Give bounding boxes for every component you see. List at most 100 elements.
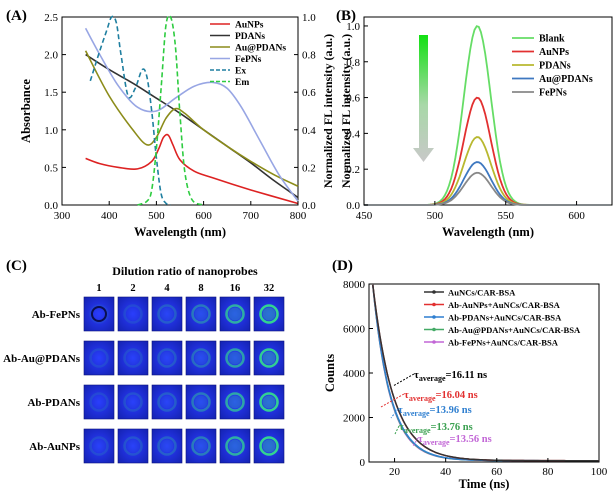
panel-c-well (253, 428, 285, 464)
panel-d-series (372, 284, 599, 462)
panel-c-wells (83, 296, 285, 464)
panel-a-y-tick-label-left: 2.0 (44, 50, 58, 62)
panel-d-legend-marker (432, 340, 436, 344)
panel-a-series (84, 14, 299, 206)
panel-d-y-tick-label: 4000 (343, 368, 366, 380)
panel-b-legend-label: PDANs (539, 61, 571, 72)
panel-c-well-glow-core (93, 440, 106, 453)
panel-d-y-ticks: 0 2000 4000 6000 8000 (343, 279, 373, 469)
panel-c-column-labels: 1 2 4 8 16 32 (96, 283, 274, 294)
panel-c-well-glow-ring (157, 304, 177, 324)
panel-c-well-glow-ring (123, 436, 143, 456)
panel-a-y-tick-label-left: 0.0 (44, 200, 58, 212)
panel-a-y-tick-label-right: 0.8 (302, 50, 316, 62)
panel-a-legend-label: AuNPs (235, 21, 264, 31)
panel-c-well-glow-ring (89, 348, 109, 368)
panel-a-y-axis-label-left: Absorbance (19, 79, 33, 143)
panel-c-column-label: 16 (230, 283, 241, 294)
panel-d-lifetime-value: =16.04 ns (436, 390, 478, 401)
panel-b-y-tick-label: 1.0 (346, 21, 360, 33)
panel-a-series-line (85, 133, 299, 205)
panel-b-y-tick-label: 0.6 (346, 93, 360, 105)
panel-a-y-tick-label-right: 0.6 (302, 87, 316, 99)
panel-c-well-glow-core (126, 439, 140, 453)
panel-c-well-glow-ring (225, 304, 245, 324)
panel-a-y-tick-label-right: 0.4 (302, 125, 316, 137)
panel-d-tau-subscript: average (423, 438, 450, 447)
panel-b-y-tick-label: 0.2 (346, 164, 360, 176)
panel-d-lifetime-label: τaverage=13.96 ns (398, 405, 472, 418)
panel-c-well (219, 340, 251, 376)
panel-c-well-glow-core (127, 396, 140, 409)
panel-c-well-glow-core (160, 395, 174, 409)
panel-a-y-tick-label-left: 0.5 (44, 162, 58, 174)
panel-d-legend-label: Ab-AuNPs+AuNCs/CAR-BSA (448, 300, 561, 310)
panel-c-well (253, 340, 285, 376)
panel-c-well (151, 296, 183, 332)
panel-c-well (151, 340, 183, 376)
panel-d-annotation-arrow (394, 425, 400, 435)
panel-a-x-tick-label: 300 (54, 210, 71, 222)
panel-c-well (219, 384, 251, 420)
panel-b-y-ticks: 0.0 0.2 0.4 0.6 0.8 1.0 (346, 21, 368, 212)
panel-c-well-glow-core (194, 307, 208, 321)
panel-c-well (117, 296, 149, 332)
panel-c-well (253, 296, 285, 332)
panel-c-well-ring (91, 306, 107, 322)
panel-c-column-label: 1 (96, 283, 101, 294)
panel-d-y-tick-label: 8000 (343, 279, 366, 291)
panel-a-y-tick-label-left: 1.0 (44, 125, 58, 137)
panel-d-annotation-arrow (380, 393, 405, 408)
panel-b-legend-label: Blank (539, 34, 565, 45)
panel-a-series-line (84, 27, 299, 202)
panel-d-chart: 20 40 60 80 100 0 2000 4000 6000 8000 AuNCs/CAR-… (323, 279, 608, 491)
panel-a-chart: 300 400 500 600 700 800 0.0 0.5 1.0 1.5 2.0 2.5 0.… (19, 12, 335, 239)
panel-a-x-tick-label: 600 (195, 210, 212, 222)
panel-a-x-tick-label: 800 (290, 210, 307, 222)
panel-c-well-glow-core (93, 352, 106, 365)
panel-a-x-axis-label: Wavelength (nm) (134, 225, 226, 239)
panel-b-y-tick-label: 0.0 (346, 200, 360, 212)
panel-c-well-glow-ring (191, 348, 211, 368)
panel-a-x-ticks: 300 400 500 600 700 800 (54, 201, 307, 222)
panel-d-x-tick-label: 100 (591, 466, 608, 478)
panel-d-annotation-arrow (392, 373, 415, 387)
panel-c-well-glow-core (262, 439, 276, 453)
panel-c-row-label: Ab-AuNPs (29, 441, 80, 453)
panel-c-row-label: Ab-FePNs (32, 309, 81, 321)
panel-b-series-line (364, 171, 611, 206)
panel-a-y-axis-label-right: Normalized FL intensity (a.u.) (321, 34, 335, 188)
panel-b-x-tick-label: 600 (568, 210, 585, 222)
panel-c-well (83, 428, 115, 464)
panel-c-well-glow-core (160, 307, 174, 321)
panel-b-legend-label: FePNs (539, 88, 567, 99)
panel-c-well-glow-ring (191, 304, 211, 324)
panel-c-well-glow-ring (191, 392, 211, 412)
panel-b-x-tick-label: 550 (497, 210, 514, 222)
panel-c-well (253, 384, 285, 420)
panel-d-lifetime-label: τaverage=13.56 ns (418, 434, 492, 447)
panel-d-tau-subscript: average (403, 409, 430, 418)
panel-c-column-label: 2 (130, 283, 135, 294)
panel-a-y-tick-label-right: 1.0 (302, 12, 316, 24)
panel-c-row-labels: Ab-FePNs Ab-Au@PDANs Ab-PDANs Ab-AuNPs (3, 309, 81, 453)
panel-a-legend-label: Au@PDANs (235, 44, 286, 54)
panel-b-x-tick-label: 500 (427, 210, 444, 222)
panel-a-series-line (85, 53, 299, 199)
panel-d-y-tick-label: 2000 (343, 413, 366, 425)
panel-c-well-glow-ring (89, 436, 109, 456)
panel-b-legend-label: Au@PDANs (539, 74, 593, 85)
panel-c-well (219, 296, 251, 332)
panel-d-x-tick-label: 40 (440, 466, 452, 478)
panel-c-well-glow-ring (259, 304, 279, 324)
panel-c-well-glow-core (228, 307, 242, 321)
panel-b-chart: 450 500 550 600 0.0 0.2 0.4 0.6 0.8 1.0 Blank AuN… (339, 16, 613, 239)
panel-d-legend-marker (432, 302, 436, 307)
panel-b-x-tick-label: 450 (356, 210, 373, 222)
panel-d-tau-symbol: τ (399, 422, 404, 433)
panel-d-annotation-arrow (412, 437, 419, 447)
panel-c-well-glow-core (194, 351, 208, 365)
panel-a-y-ticks-right: 0.0 0.2 0.4 0.6 0.8 1.0 (294, 12, 316, 212)
panel-d-legend-label: Ab-Au@PDANs+AuNCs/CAR-BSA (448, 325, 581, 335)
